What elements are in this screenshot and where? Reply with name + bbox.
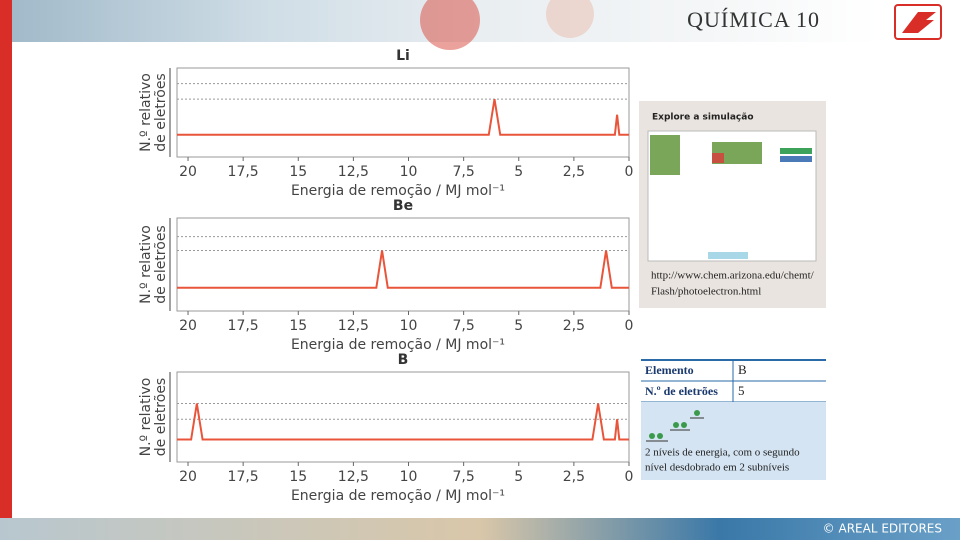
x-tick-label: 2,5 bbox=[563, 469, 585, 485]
element-block bbox=[650, 135, 680, 175]
plot-frame bbox=[176, 217, 630, 312]
table-cell: Elemento bbox=[645, 363, 694, 377]
y-axis-label: N.º relativo bbox=[138, 225, 154, 304]
simulation-url: Flash/photoelectron.html bbox=[651, 286, 761, 298]
table-note-bg bbox=[641, 402, 826, 480]
y-axis-label: N.º relativo bbox=[138, 73, 154, 152]
x-tick-label: 5 bbox=[514, 469, 523, 485]
x-tick-label: 7,5 bbox=[453, 164, 475, 180]
x-tick-label: 12,5 bbox=[338, 318, 369, 334]
x-tick-label: 10 bbox=[400, 469, 418, 485]
y-axis-label: N.º relativo bbox=[138, 378, 154, 457]
footer-band bbox=[0, 518, 960, 540]
x-tick-label: 2,5 bbox=[563, 318, 585, 334]
y-axis-label: de eletrões bbox=[153, 378, 169, 456]
x-tick-label: 0 bbox=[625, 164, 634, 180]
slider bbox=[708, 252, 748, 259]
plot-frame bbox=[176, 67, 630, 158]
x-tick-label: 12,5 bbox=[338, 469, 369, 485]
x-tick-label: 7,5 bbox=[453, 318, 475, 334]
x-tick-label: 12,5 bbox=[338, 164, 369, 180]
chart-title: Li bbox=[396, 48, 410, 64]
x-tick-label: 5 bbox=[514, 164, 523, 180]
x-axis-label: Energia de remoção / MJ mol⁻¹ bbox=[291, 183, 505, 199]
table-cell: 5 bbox=[738, 383, 745, 398]
spectrum-line bbox=[177, 250, 629, 289]
side-bar bbox=[0, 0, 12, 540]
copyright: © AREAL EDITORES bbox=[823, 522, 942, 536]
element-block bbox=[712, 142, 762, 164]
spectrum-line bbox=[177, 403, 629, 441]
spectrum-line bbox=[177, 98, 629, 136]
x-tick-label: 20 bbox=[179, 469, 197, 485]
x-tick-label: 0 bbox=[625, 318, 634, 334]
y-axis-label: de eletrões bbox=[153, 73, 169, 151]
y-axis-label: de eletrões bbox=[153, 225, 169, 303]
simulation-url: http://www.chem.arizona.edu/chemt/ bbox=[651, 270, 815, 282]
header-title: QUÍMICA 10 bbox=[687, 7, 820, 32]
button bbox=[780, 156, 812, 162]
element-block bbox=[712, 153, 724, 163]
decor bbox=[546, 0, 594, 38]
plot-frame bbox=[176, 371, 630, 463]
chart-title: Be bbox=[393, 198, 413, 214]
x-tick-label: 7,5 bbox=[453, 469, 475, 485]
x-tick-label: 10 bbox=[400, 318, 418, 334]
button bbox=[780, 148, 812, 154]
table-cell: B bbox=[738, 362, 747, 377]
x-tick-label: 2,5 bbox=[563, 164, 585, 180]
x-tick-label: 5 bbox=[514, 318, 523, 334]
x-tick-label: 17,5 bbox=[228, 164, 259, 180]
x-tick-label: 0 bbox=[625, 469, 634, 485]
simulation-title: Explore a simulação bbox=[652, 113, 754, 123]
table-note: 2 níveis de energia, com o segundo bbox=[645, 447, 800, 459]
logo-mark bbox=[902, 12, 936, 33]
x-tick-label: 15 bbox=[289, 164, 307, 180]
table-note: nível desdobrado em 2 subníveis bbox=[645, 462, 789, 474]
x-tick-label: 17,5 bbox=[228, 318, 259, 334]
x-axis-label: Energia de remoção / MJ mol⁻¹ bbox=[291, 337, 505, 353]
x-axis-label: Energia de remoção / MJ mol⁻¹ bbox=[291, 488, 505, 504]
energy-diagram bbox=[646, 410, 704, 442]
x-tick-label: 17,5 bbox=[228, 469, 259, 485]
chart-title: B bbox=[398, 352, 409, 368]
x-tick-label: 15 bbox=[289, 318, 307, 334]
x-tick-label: 20 bbox=[179, 318, 197, 334]
x-tick-label: 15 bbox=[289, 469, 307, 485]
table-cell: N.º de eletrões bbox=[645, 384, 718, 398]
x-tick-label: 10 bbox=[400, 164, 418, 180]
x-tick-label: 20 bbox=[179, 164, 197, 180]
decor bbox=[420, 0, 480, 50]
